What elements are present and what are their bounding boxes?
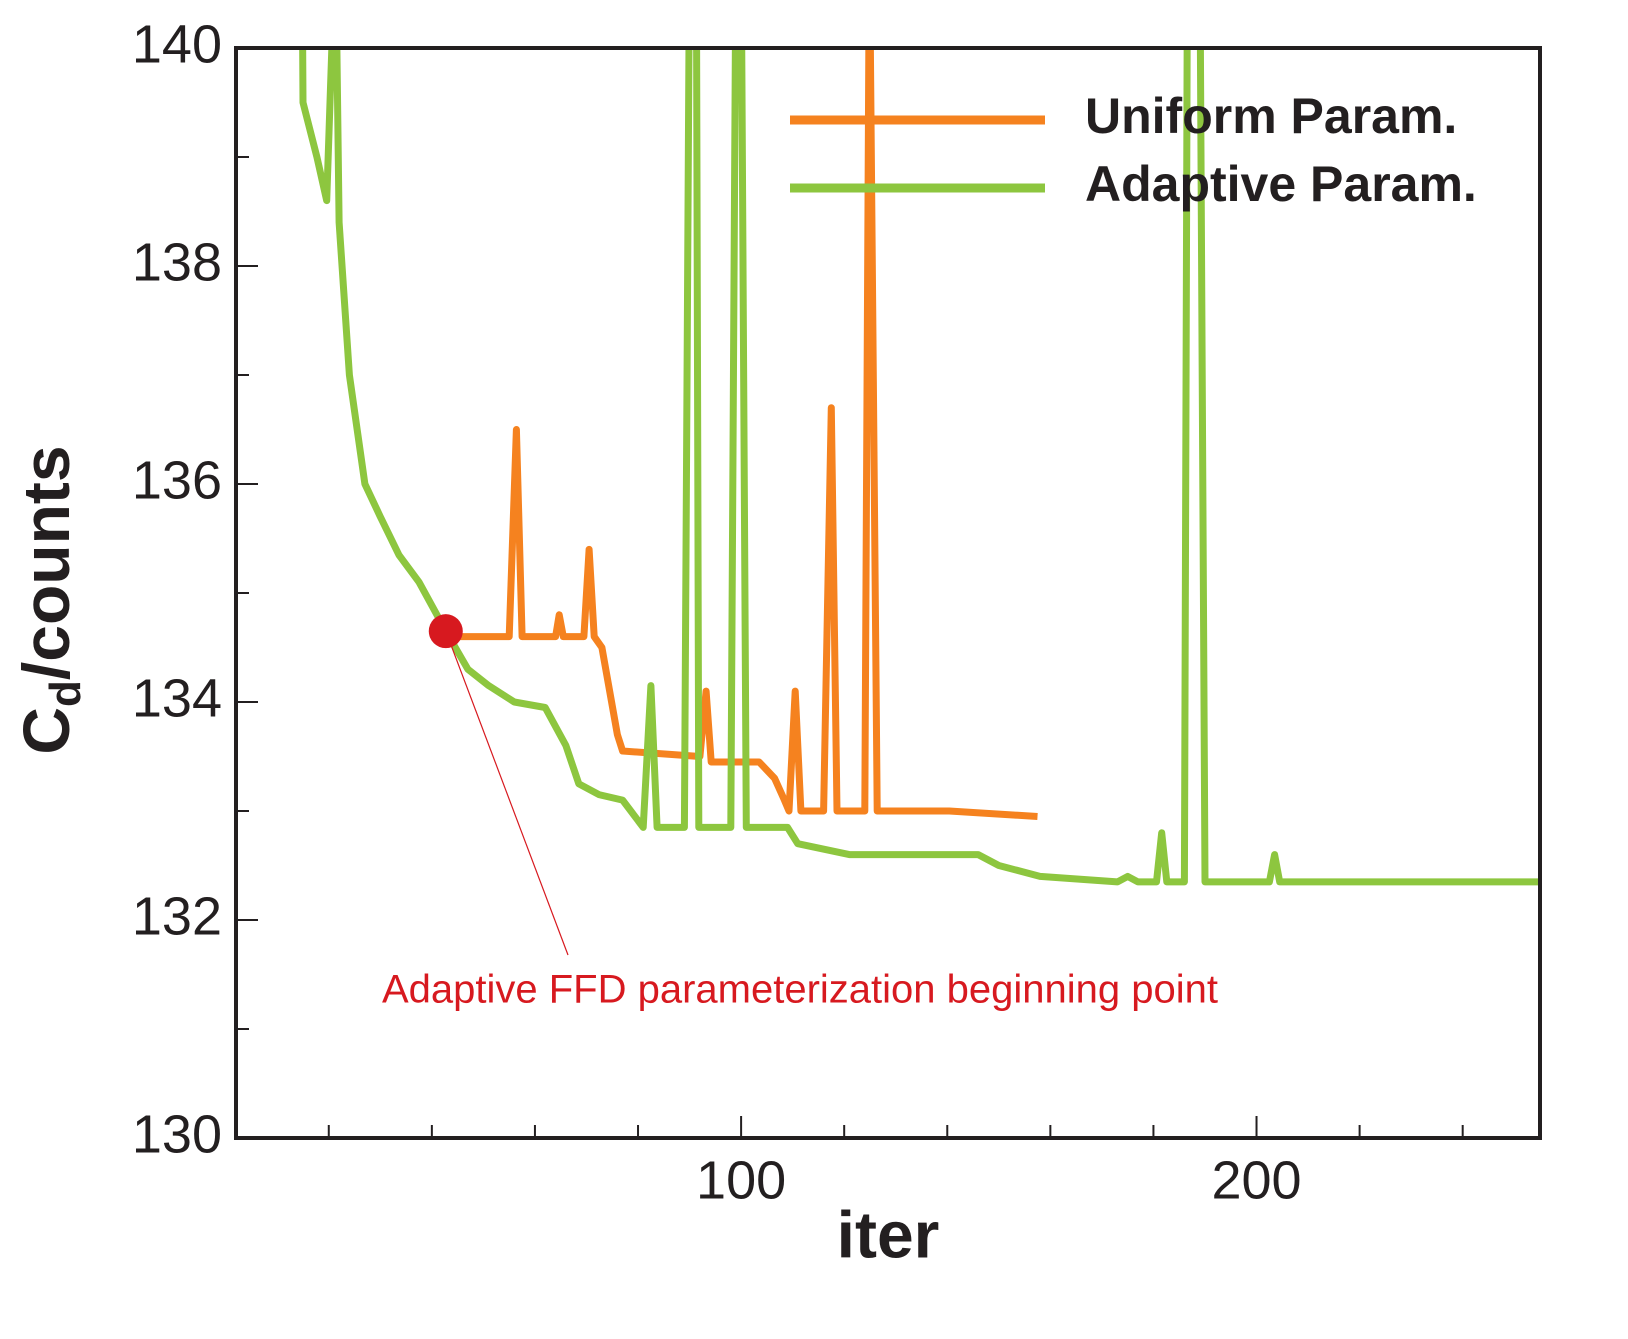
annotation-text: Adaptive FFD parameterization beginning … <box>382 968 1218 1012</box>
y-tick-label: 134 <box>132 668 222 728</box>
plot-area <box>299 48 1540 886</box>
x-axis-title: iter <box>837 1197 940 1271</box>
y-axis-title: Cd/counts <box>9 445 89 754</box>
annotation-point <box>428 614 463 649</box>
series-line <box>457 48 1038 820</box>
x-tick-label: 200 <box>1211 1150 1301 1210</box>
legend-label: Adaptive Param. <box>1085 156 1477 212</box>
y-tick-label: 140 <box>132 14 222 74</box>
series-line <box>299 48 1540 886</box>
y-tick-label: 130 <box>132 1104 222 1164</box>
y-tick-label: 136 <box>132 450 222 510</box>
y-tick-label: 132 <box>132 886 222 946</box>
y-axis-title-part: /counts <box>9 445 83 680</box>
y-axis-title-part: C <box>9 707 83 755</box>
legend-label: Uniform Param. <box>1085 88 1457 144</box>
y-tick-label: 138 <box>132 232 222 292</box>
plot-frame <box>234 46 1542 1140</box>
y-axis-title-sub: d <box>41 680 90 707</box>
annotation-leader <box>445 630 569 956</box>
x-tick-label: 100 <box>696 1150 786 1210</box>
